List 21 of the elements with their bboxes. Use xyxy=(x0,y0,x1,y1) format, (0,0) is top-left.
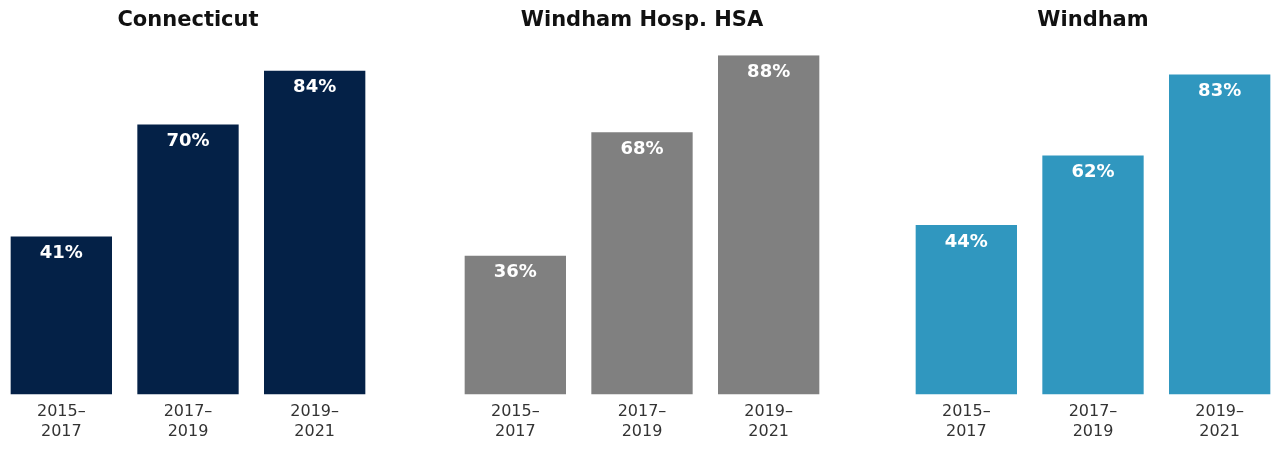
chart-title: Windham xyxy=(1037,7,1149,32)
chart-title: Connecticut xyxy=(117,7,259,32)
data-label: 88% xyxy=(747,59,791,81)
x-tick-label: 2015–2017 xyxy=(36,401,86,440)
x-tick-label: 2015–2017 xyxy=(941,401,991,440)
x-tick-label: 2017–2019 xyxy=(163,401,213,440)
data-label: 44% xyxy=(944,229,988,251)
data-label: 68% xyxy=(620,137,664,159)
x-tick-label: 2015–2017 xyxy=(490,401,540,440)
data-label: 83% xyxy=(1198,79,1242,101)
data-label: 62% xyxy=(1071,160,1115,182)
data-label: 84% xyxy=(293,75,337,97)
data-label: 36% xyxy=(493,260,537,282)
x-tick-label: 2019–2021 xyxy=(290,401,340,440)
x-tick-label: 2019–2021 xyxy=(744,401,794,440)
data-label: 41% xyxy=(39,241,83,263)
x-tick-label: 2017–2019 xyxy=(1068,401,1118,440)
data-label: 70% xyxy=(166,129,210,151)
x-tick-label: 2017–2019 xyxy=(617,401,667,440)
chart-title: Windham Hosp. HSA xyxy=(520,7,764,32)
x-tick-label: 2019–2021 xyxy=(1195,401,1245,440)
